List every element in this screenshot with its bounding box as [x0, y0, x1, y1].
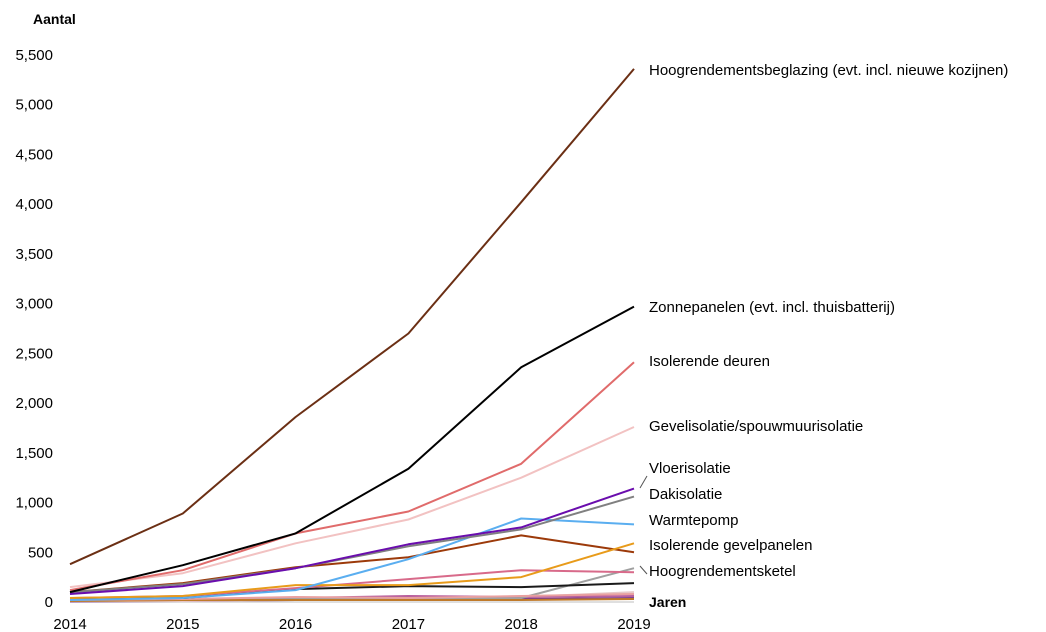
y-tick-label: 3,000 [15, 296, 53, 313]
series-line [69, 495, 635, 594]
series-line [69, 598, 635, 602]
y-tick-label: 5,500 [15, 47, 53, 64]
series-label: Isolerende deuren [649, 353, 770, 370]
y-tick-label: 1,500 [15, 445, 53, 462]
y-tick-label: 5,000 [15, 97, 53, 114]
series-lines [69, 68, 635, 603]
series-line [69, 305, 635, 594]
series-line [69, 426, 635, 589]
x-tick-label: 2019 [617, 616, 650, 632]
label-leader-line [639, 565, 648, 575]
series-label: Hoogrendementsketel [649, 563, 796, 580]
y-tick-label: 500 [28, 544, 53, 561]
label-leader-line [639, 475, 648, 489]
series-label: Dakisolatie [649, 486, 722, 503]
y-tick-label: 0 [45, 594, 53, 611]
series-label: Gevelisolatie/spouwmuurisolatie [649, 418, 863, 435]
x-tick-label: 2014 [53, 616, 86, 632]
series-line [69, 487, 635, 595]
series-label: Isolerende gevelpanelen [649, 537, 812, 554]
y-axis-title: Aantal [33, 11, 76, 27]
series-labels: Hoogrendementsbeglazing (evt. incl. nieu… [639, 62, 1008, 580]
y-tick-label: 3,500 [15, 246, 53, 263]
series-label: Zonnepanelen (evt. incl. thuisbatterij) [649, 299, 895, 316]
x-tick-label: 2016 [279, 616, 312, 632]
x-tick-label: 2018 [505, 616, 538, 632]
y-tick-label: 4,500 [15, 146, 53, 163]
series-label: Vloerisolatie [649, 460, 731, 477]
tick-labels: 0 500 1,000 1,500 2,000 2,500 3,000 3,500 4,000 4… [15, 47, 650, 632]
y-tick-label: 4,000 [15, 196, 53, 213]
series-label: Hoogrendementsbeglazing (evt. incl. nieu… [649, 62, 1008, 79]
x-tick-label: 2015 [166, 616, 199, 632]
series-line [69, 542, 635, 599]
y-tick-label: 1,000 [15, 495, 53, 512]
series-label: Warmtepomp [649, 512, 738, 529]
series-line [69, 361, 635, 592]
x-tick-label: 2017 [392, 616, 425, 632]
y-tick-label: 2,500 [15, 345, 53, 362]
series-line [69, 68, 635, 566]
y-tick-label: 2,000 [15, 395, 53, 412]
series-line [69, 517, 635, 601]
x-axis-title: Jaren [649, 594, 686, 610]
